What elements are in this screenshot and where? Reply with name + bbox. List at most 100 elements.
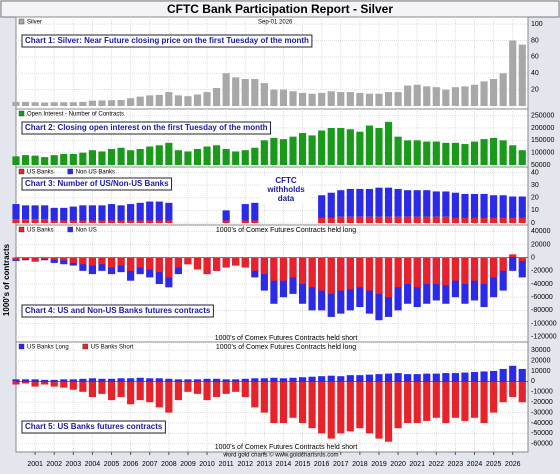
annotation: 1000's of Comex Futures Contracts held s…: [215, 444, 358, 451]
bar: [298, 92, 307, 106]
bar: [318, 376, 326, 382]
bar: [41, 157, 49, 165]
bar: [127, 204, 135, 221]
bar: [423, 381, 431, 421]
bar: [337, 381, 345, 434]
bar: [509, 196, 517, 218]
bar: [12, 204, 20, 220]
y-tick-label: 40: [531, 169, 539, 176]
y-tick-label: -20000: [531, 268, 553, 275]
bar: [50, 220, 58, 223]
annotation: 1000's of Comex Futures Contracts held l…: [216, 227, 356, 234]
bar: [346, 257, 354, 290]
bar: [21, 205, 30, 220]
bar: [461, 144, 469, 165]
bar: [88, 257, 96, 275]
bar: [117, 381, 125, 397]
bar: [232, 257, 240, 266]
bar: [356, 381, 364, 429]
bar: [499, 195, 507, 218]
bar: [88, 378, 96, 382]
y-tick-label: 20000: [531, 357, 551, 364]
bar: [222, 210, 230, 221]
bar: [308, 135, 316, 165]
bar: [279, 378, 288, 382]
bar: [318, 92, 326, 106]
bar: [470, 381, 479, 418]
bar: [69, 102, 77, 106]
bar: [509, 381, 517, 397]
bar: [470, 193, 479, 218]
bar: [461, 381, 469, 421]
bar: [98, 381, 106, 394]
x-tick-label: 2009: [180, 461, 196, 468]
bar: [193, 381, 202, 394]
y-tick-label: -120000: [531, 334, 557, 341]
bar: [279, 139, 288, 165]
bar: [241, 150, 249, 165]
bar: [193, 257, 202, 270]
bar: [375, 374, 383, 382]
bar: [404, 257, 412, 284]
bar: [289, 136, 297, 165]
bar: [490, 217, 498, 223]
y-tick-label: -20000: [531, 399, 553, 406]
bar: [174, 381, 182, 401]
bar: [518, 150, 526, 165]
bar: [213, 378, 221, 382]
bar: [222, 381, 230, 394]
bar: [509, 145, 517, 165]
bar: [337, 190, 345, 217]
bar: [356, 375, 364, 382]
bar: [327, 381, 335, 439]
y-tick-label: 200000: [531, 125, 554, 132]
bar: [31, 379, 39, 382]
bar: [375, 128, 383, 165]
bar: [279, 381, 288, 423]
bar: [21, 101, 30, 106]
bar: [423, 141, 431, 165]
chart-label-box: [21, 177, 173, 191]
bar: [518, 44, 526, 106]
bar: [356, 188, 364, 217]
bar: [365, 374, 374, 382]
bar: [499, 140, 507, 165]
bar: [251, 378, 259, 382]
bar: [41, 379, 49, 382]
bar: [356, 216, 364, 223]
bar: [222, 379, 230, 382]
bar: [365, 381, 374, 434]
bar: [432, 87, 440, 106]
bar: [251, 381, 259, 408]
bar: [432, 381, 440, 418]
bar: [499, 73, 507, 106]
bar: [79, 101, 87, 106]
y-tick-label: -50000: [531, 430, 553, 437]
chart-date: Sep-01 2026: [258, 20, 293, 26]
legend-label: Non US: [76, 228, 97, 234]
bar: [337, 128, 345, 165]
x-tick-label: 2005: [104, 461, 120, 468]
bar: [260, 257, 268, 275]
bar: [423, 216, 431, 223]
chart-label: Chart 2: Closing open interest on the fi…: [25, 123, 268, 132]
bar: [146, 381, 154, 403]
bar: [423, 373, 431, 382]
bar: [165, 92, 173, 106]
bar: [260, 83, 268, 106]
bar: [270, 137, 278, 165]
bar: [21, 155, 30, 165]
bar: [184, 381, 192, 392]
legend-label: Non US Banks: [76, 170, 115, 176]
bar: [384, 373, 393, 382]
bar: [12, 156, 20, 165]
bar: [327, 192, 335, 218]
bar: [88, 205, 96, 221]
bar: [155, 201, 163, 221]
bar: [241, 204, 249, 221]
bar: [107, 257, 116, 268]
bar: [480, 193, 488, 218]
bar: [79, 378, 87, 382]
